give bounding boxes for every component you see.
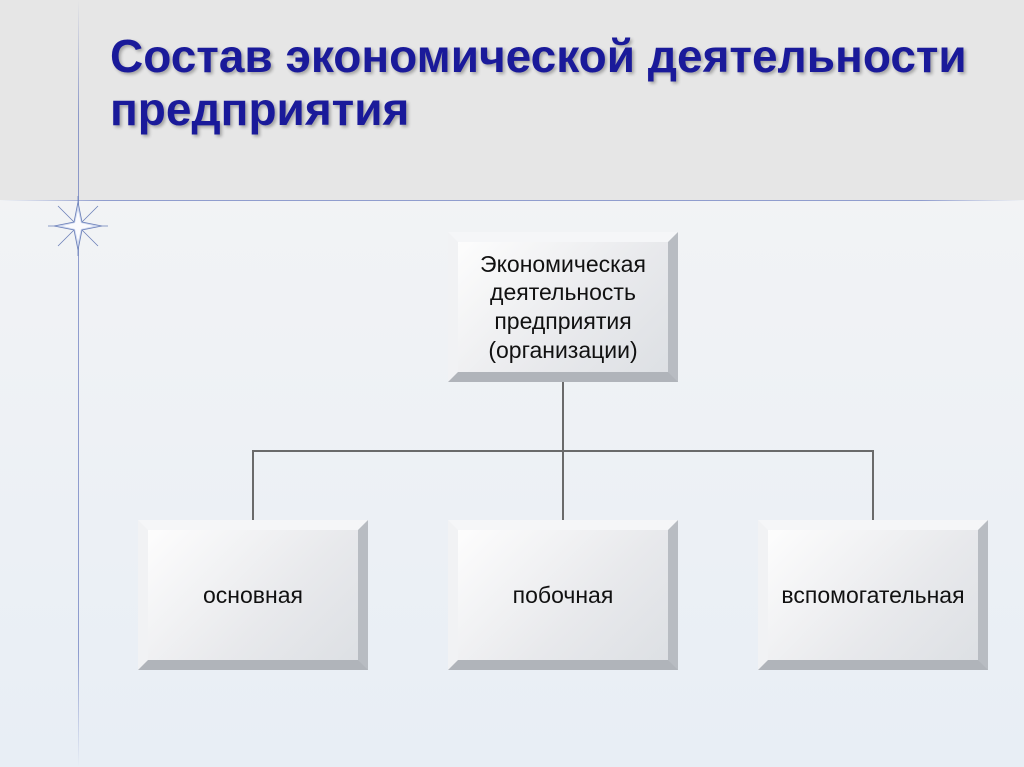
page-title: Состав экономической деятельности предпр… <box>110 30 984 136</box>
star-icon <box>48 196 108 256</box>
root-node-label: Экономическая деятельность предприятия (… <box>466 250 660 365</box>
child-node-1: основная <box>138 520 368 670</box>
child-node-3: вспомогательная <box>758 520 988 670</box>
diagram-area: Экономическая деятельность предприятия (… <box>78 200 1024 767</box>
connector-child-1 <box>252 450 254 520</box>
root-node: Экономическая деятельность предприятия (… <box>448 232 678 382</box>
child-node-2-label: побочная <box>513 581 614 610</box>
title-area: Состав экономической деятельности предпр… <box>0 0 1024 200</box>
connector-child-3 <box>872 450 874 520</box>
connector-child-2 <box>562 450 564 520</box>
child-node-3-label: вспомогательная <box>781 581 964 610</box>
connector-stem <box>562 382 564 452</box>
child-node-2: побочная <box>448 520 678 670</box>
child-node-1-label: основная <box>203 581 303 610</box>
slide: Состав экономической деятельности предпр… <box>0 0 1024 767</box>
